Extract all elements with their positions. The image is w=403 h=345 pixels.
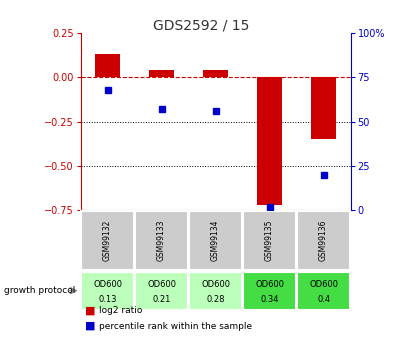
Bar	[81, 211, 134, 270]
Bar	[312, 77, 336, 139]
Bar	[150, 70, 174, 77]
Text: OD600: OD600	[147, 280, 176, 289]
Text: GSM99135: GSM99135	[265, 220, 274, 262]
Text: GSM99136: GSM99136	[319, 220, 328, 262]
Text: OD600: OD600	[201, 280, 230, 289]
Text: 0.13: 0.13	[98, 295, 117, 304]
Bar	[81, 272, 134, 310]
Bar	[96, 54, 120, 77]
Bar	[135, 272, 188, 310]
Text: 0.34: 0.34	[260, 295, 279, 304]
Text: GSM99134: GSM99134	[211, 220, 220, 262]
Text: 0.28: 0.28	[206, 295, 225, 304]
Text: GSM99132: GSM99132	[103, 220, 112, 261]
Bar	[258, 77, 282, 205]
Text: 0.4: 0.4	[317, 295, 330, 304]
Text: ■: ■	[85, 306, 95, 315]
Bar	[297, 211, 350, 270]
Bar	[243, 211, 296, 270]
Text: ■: ■	[85, 321, 95, 331]
Text: growth protocol: growth protocol	[4, 286, 75, 295]
Bar	[135, 211, 188, 270]
Text: OD600: OD600	[309, 280, 338, 289]
Text: GDS2592 / 15: GDS2592 / 15	[153, 19, 250, 33]
Bar	[189, 211, 242, 270]
Text: percentile rank within the sample: percentile rank within the sample	[99, 322, 252, 331]
Text: OD600: OD600	[255, 280, 284, 289]
Text: OD600: OD600	[93, 280, 122, 289]
Bar	[204, 70, 228, 77]
Text: GSM99133: GSM99133	[157, 220, 166, 262]
Bar	[297, 272, 350, 310]
Bar	[189, 272, 242, 310]
Text: 0.21: 0.21	[152, 295, 171, 304]
Text: log2 ratio: log2 ratio	[99, 306, 142, 315]
Bar	[243, 272, 296, 310]
